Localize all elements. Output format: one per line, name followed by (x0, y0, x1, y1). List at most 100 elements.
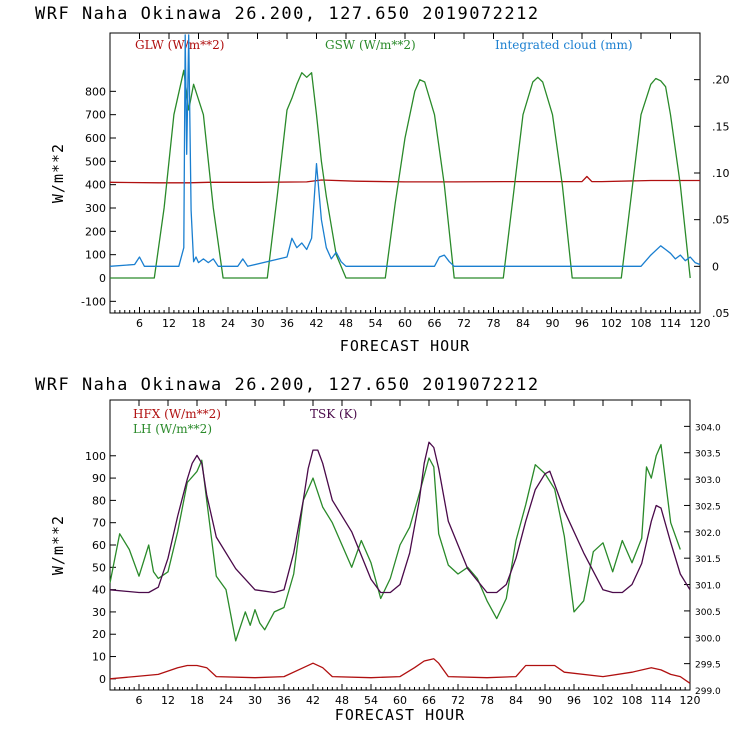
x-tick-label: 66 (422, 694, 436, 707)
x-tick-label: 72 (451, 694, 465, 707)
x-tick-label: 24 (219, 694, 233, 707)
x-tick-label: 12 (162, 317, 176, 330)
y-tick-label: 10 (92, 651, 106, 664)
x-tick-label: 108 (631, 317, 652, 330)
y-tick-label: 400 (85, 179, 106, 192)
y2-tick-label: 299.0 (695, 687, 721, 697)
x-tick-label: 96 (575, 317, 589, 330)
series-line-2-2 (109, 443, 681, 642)
x-tick-label: 120 (680, 694, 701, 707)
series-line-2-1 (109, 658, 691, 684)
y2-tick-label: 0 (712, 260, 719, 273)
y-tick-label: 60 (92, 539, 106, 552)
x-tick-label: 42 (310, 317, 324, 330)
x-tick-label: 84 (509, 694, 523, 707)
x-tick-label: 48 (335, 694, 349, 707)
y2-tick-label: 302.0 (695, 529, 721, 539)
legend-entry: LH (W/m**2) (133, 422, 212, 436)
y-tick-label: 100 (85, 249, 106, 262)
x-tick-label: 114 (651, 694, 672, 707)
y-tick-label: 300 (85, 202, 106, 215)
y-tick-label: 200 (85, 225, 106, 238)
y-tick-label: -100 (81, 295, 106, 308)
y-tick-label: 500 (85, 155, 106, 168)
series-line-2-3 (109, 441, 691, 594)
x-tick-label: 54 (369, 317, 383, 330)
y2-tick-label: 299.5 (695, 661, 721, 671)
legend-entry: TSK (K) (310, 407, 357, 421)
x-tick-label: 30 (251, 317, 265, 330)
x-tick-label: 36 (277, 694, 291, 707)
x-tick-label: 120 (690, 317, 711, 330)
x-tick-label: 60 (398, 317, 412, 330)
x-tick-label: 18 (192, 317, 206, 330)
y-tick-label: 700 (85, 109, 106, 122)
y-tick-label: 90 (92, 472, 106, 485)
y-tick-label: 0 (99, 272, 106, 285)
y-tick-label: 100 (85, 450, 106, 463)
x-tick-label: 6 (136, 317, 143, 330)
chart-title: WRF Naha Okinawa 26.200, 127.650 2019072… (35, 375, 540, 395)
x-axis-label: FORECAST HOUR (340, 337, 470, 355)
x-tick-label: 36 (280, 317, 294, 330)
y2-tick-label: 302.5 (695, 502, 721, 512)
x-tick-label: 102 (593, 694, 614, 707)
x-tick-label: 96 (567, 694, 581, 707)
y-tick-label: 30 (92, 606, 106, 619)
y-tick-label: 40 (92, 584, 106, 597)
plot-frame (109, 32, 701, 314)
legend-entry: GLW (W/m**2) (135, 38, 224, 52)
y2-tick-label: 301.5 (695, 555, 721, 565)
legend-entry: GSW (W/m**2) (325, 38, 416, 52)
y2-tick-label: .20 (712, 74, 730, 87)
legend-entry: HFX (W/m**2) (133, 407, 221, 421)
y2-tick-label: .10 (712, 167, 730, 180)
series-line-1-3 (109, 34, 701, 267)
x-tick-label: 66 (428, 317, 442, 330)
y-tick-label: 70 (92, 517, 106, 530)
y2-tick-label: 303.5 (695, 450, 721, 460)
x-tick-label: 78 (480, 694, 494, 707)
x-tick-label: 60 (393, 694, 407, 707)
y-axis-label: W/m**2 (49, 143, 67, 203)
x-axis-label: FORECAST HOUR (335, 706, 465, 724)
x-tick-label: 114 (660, 317, 681, 330)
x-tick-label: 18 (190, 694, 204, 707)
x-tick-label: 90 (546, 317, 560, 330)
series-line-1-2 (110, 69, 691, 279)
chart-1: WRF Naha Okinawa 26.200, 127.650 2019072… (35, 4, 730, 355)
series-line-1-1 (109, 175, 700, 184)
y2-tick-label: 300.5 (695, 608, 721, 618)
y-axis-label: W/m**2 (49, 515, 67, 575)
y-tick-label: 800 (85, 85, 106, 98)
y-tick-label: 600 (85, 132, 106, 145)
y-tick-label: 0 (99, 673, 106, 686)
x-tick-label: 102 (601, 317, 622, 330)
y-tick-label: 80 (92, 494, 106, 507)
legend-entry: Integrated cloud (mm) (495, 38, 633, 52)
y-tick-label: 50 (92, 561, 106, 574)
x-tick-label: 42 (306, 694, 320, 707)
x-tick-label: 90 (538, 694, 552, 707)
y2-tick-label: .05 (712, 307, 730, 320)
x-tick-label: 108 (622, 694, 643, 707)
x-tick-label: 54 (364, 694, 378, 707)
x-tick-label: 72 (457, 317, 471, 330)
y2-tick-label: 303.0 (695, 476, 721, 486)
x-tick-label: 12 (161, 694, 175, 707)
chart-2: WRF Naha Okinawa 26.200, 127.650 2019072… (35, 375, 721, 724)
x-tick-label: 78 (487, 317, 501, 330)
y-tick-label: 20 (92, 628, 106, 641)
x-tick-label: 84 (516, 317, 530, 330)
y2-tick-label: .15 (712, 120, 730, 133)
x-tick-label: 30 (248, 694, 262, 707)
x-tick-label: 24 (221, 317, 235, 330)
y2-tick-label: .05 (712, 214, 730, 227)
y2-tick-label: 301.0 (695, 582, 721, 592)
y2-tick-label: 304.0 (695, 423, 721, 433)
y2-tick-label: 300.0 (695, 634, 721, 644)
x-tick-label: 48 (339, 317, 353, 330)
x-tick-label: 6 (136, 694, 143, 707)
chart-title: WRF Naha Okinawa 26.200, 127.650 2019072… (35, 4, 540, 24)
